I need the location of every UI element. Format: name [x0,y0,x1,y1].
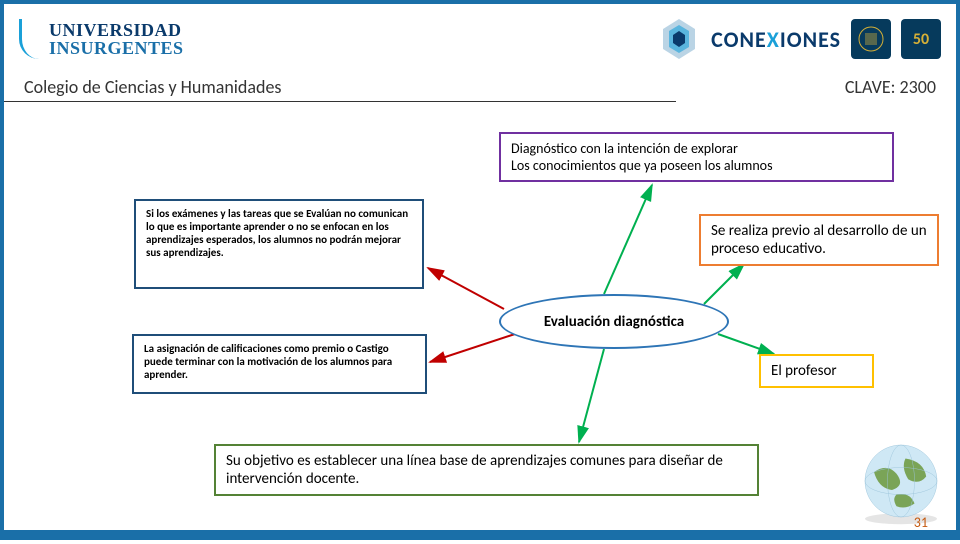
center-ellipse: Evaluación diagnóstica [499,294,729,349]
globe-icon [856,436,946,526]
anniversary-badge: 50 [901,19,941,59]
divider-line [4,101,676,102]
conexiones-pre: CONE [711,26,767,53]
hex-icon [655,15,703,63]
box-prior-process: Se realiza previo al desarrollo de un pr… [699,214,939,266]
box-grades-motivation: La asignación de calificaciones como pre… [132,334,427,394]
header: UNIVERSIDAD INSURGENTES CONEXIONES 50 [4,4,956,74]
footer-bar [4,530,956,536]
uni-line2: INSURGENTES [49,39,184,57]
conexiones-x: X [767,26,780,53]
center-label: Evaluación diagnóstica [544,313,684,331]
box-diagnostic-intent: Diagnóstico con la intención de explorar… [499,132,894,182]
box-exams-tasks: Si los exámenes y las tareas que se Eval… [134,199,424,289]
university-logo: UNIVERSIDAD INSURGENTES [49,21,184,57]
slide: UNIVERSIDAD INSURGENTES CONEXIONES 50 Co… [0,0,960,540]
unam-badge [851,19,891,59]
subheader: Colegio de Ciencias y Humanidades CLAVE:… [4,76,956,98]
conexiones-logo: CONEXIONES [711,26,841,53]
uni-line1: UNIVERSIDAD [49,21,184,39]
box-professor: El profesor [759,354,874,388]
conexiones-post: IONES [780,26,841,53]
box-objective: Su objetivo es establecer una línea base… [214,444,759,496]
swoosh-icon [19,19,43,59]
clave: CLAVE: 2300 [845,76,936,98]
page-number: 31 [914,514,928,531]
college-name: Colegio de Ciencias y Humanidades [24,76,281,98]
